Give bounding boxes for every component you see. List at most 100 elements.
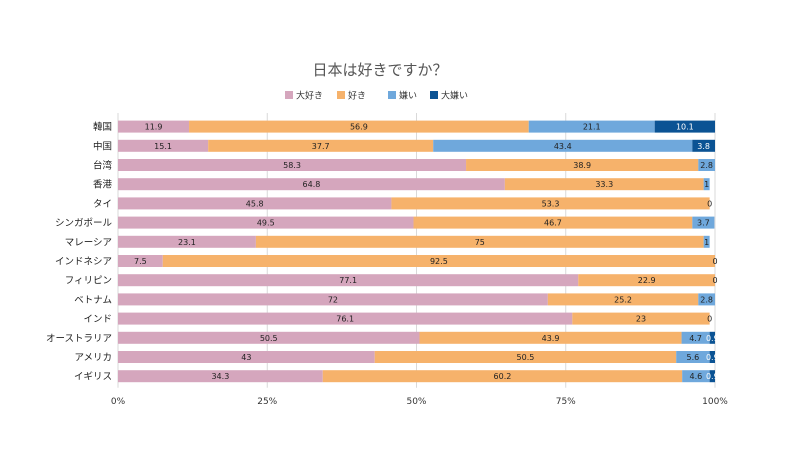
x-tick-labels: 0% 25% 50% 75% 100% [111,397,728,407]
x-tick-label-2: 50% [406,397,426,407]
data-label-4-1: 53.3 [542,199,560,208]
bar-segment-13-2 [682,370,710,383]
bar-segment-2-1 [466,159,699,171]
data-label-6-1: 75 [475,238,485,247]
category-label-7: インドネシア [55,257,112,268]
data-label-11-2: 4.7 [689,334,702,343]
category-label-9: ベトナム [74,295,112,306]
bar-segment-0-2 [528,120,655,133]
data-label-0-0: 11.9 [145,123,163,132]
legend-label-1: 好き [348,90,366,102]
bar-segment-11-3 [709,331,715,344]
bar-segment-6-0 [118,235,256,248]
data-label-4-2: 0 [707,199,712,208]
data-label-9-1: 25.2 [614,295,632,304]
bar-segment-5-0 [118,216,414,229]
bar-segment-4-0 [118,197,392,210]
data-label-12-1: 50.5 [517,353,535,362]
bar-segment-1-1 [208,139,434,152]
x-tick-label-0: 0% [111,397,126,407]
data-label-10-1: 23 [636,315,646,324]
bar-segment-11-1 [419,331,682,344]
legend-label-3: 大嫌い [441,90,468,102]
bar-segment-1-2 [433,139,693,152]
data-label-11-0: 50.5 [260,334,278,343]
bar-segment-12-1 [374,351,677,363]
category-label-1: 中国 [93,140,112,152]
data-label-9-0: 72 [328,295,338,304]
category-label-4: タイ [93,199,112,210]
legend: 大好き 好き 嫌い 大嫌い [285,90,468,102]
category-label-11: オーストラリア [46,333,112,344]
data-label-2-1: 38.9 [573,161,591,170]
category-label-5: シンガポール [55,218,113,229]
bar-segment-6-2 [703,235,710,248]
data-label-7-2: 0 [712,257,717,266]
data-label-5-0: 49.5 [257,219,275,228]
data-label-8-1: 22.9 [638,276,656,285]
bar-segment-9-2 [698,293,715,306]
category-label-2: 台湾 [93,160,113,172]
legend-swatch-2 [388,91,396,99]
category-label-3: 香港 [93,179,113,191]
data-label-10-2: 0 [707,315,712,324]
category-label-6: マレーシア [65,237,112,248]
data-label-1-3: 3.8 [697,142,710,151]
data-label-5-1: 46.7 [544,219,562,228]
data-label-7-0: 7.5 [134,257,147,266]
bar-segment-13-1 [322,370,683,383]
bar-segment-7-0 [118,255,163,267]
bar-segment-0-3 [654,120,715,133]
bar-segment-13-0 [118,370,323,383]
bar-segment-0-0 [118,120,190,133]
data-label-8-0: 77.1 [339,276,357,285]
bar-segment-5-1 [413,216,693,229]
data-label-9-2: 2.8 [700,295,713,304]
data-label-8-2: 0 [712,276,717,285]
bar-segment-12-0 [118,351,375,363]
data-label-11-1: 43.9 [542,334,560,343]
bar-segment-11-2 [681,331,710,344]
legend-swatch-1 [337,91,345,99]
data-label-13-2: 4.6 [690,372,703,381]
category-labels: 韓国中国台湾香港タイシンガポールマレーシアインドネシアフィリピンベトナムインドオ… [46,122,113,383]
bar-segment-0-1 [189,120,529,133]
data-label-3-0: 64.8 [303,180,321,189]
category-label-0: 韓国 [93,122,112,133]
data-label-0-1: 56.9 [350,123,368,132]
bar-segment-13-3 [709,370,715,383]
data-label-1-2: 43.4 [554,142,572,151]
bar-segment-2-0 [118,159,467,171]
data-label-3-2: 1 [704,180,709,189]
bar-segment-3-0 [118,178,505,191]
bar-segment-5-2 [692,216,715,229]
legend-swatch-3 [430,91,438,99]
x-tick-label-1: 25% [257,397,277,407]
data-label-12-2: 5.6 [687,353,700,362]
legend-label-2: 嫌い [399,90,417,102]
category-label-13: イギリス [74,372,112,383]
bar-segment-10-0 [118,312,573,325]
data-label-12-0: 43 [241,353,251,362]
data-label-12-3: 0.9 [706,353,719,362]
data-label-1-0: 15.1 [154,142,172,151]
data-label-5-2: 3.7 [697,219,710,228]
bar-segment-7-1 [162,255,715,267]
bar-segment-12-3 [709,351,715,363]
category-label-8: フィリピン [65,276,112,287]
data-label-0-3: 10.1 [676,123,694,132]
bar-segment-4-1 [391,197,710,210]
bar-segment-6-1 [255,235,704,248]
bar-segment-10-1 [572,312,710,325]
legend-label-0: 大好き [296,90,323,102]
x-tick-label-3: 75% [556,397,576,407]
bars: 11.9 56.9 21.1 10.1 15.1 37.7 43.4 3.8 58.3 38.9 2… [118,120,719,383]
category-label-12: アメリカ [74,353,112,364]
grid [117,113,716,388]
chart-title: 日本は好きですか？ [312,61,447,79]
data-label-1-1: 37.7 [312,142,330,151]
data-label-3-1: 33.3 [595,180,613,189]
bar-segment-12-2 [676,351,710,363]
